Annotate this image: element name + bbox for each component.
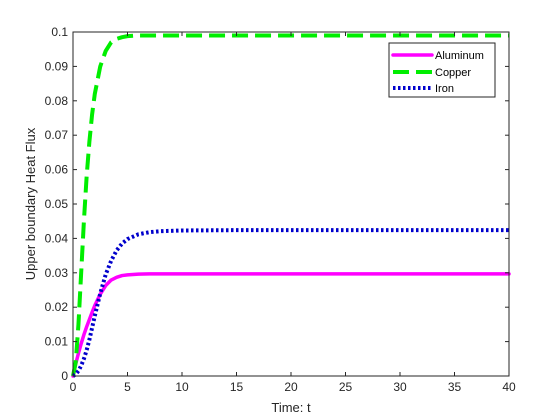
y-tick-label: 0.01 — [45, 335, 69, 349]
x-tick-label: 0 — [70, 380, 77, 394]
legend-label-copper: Copper — [435, 67, 471, 79]
x-tick-label: 35 — [448, 380, 462, 394]
y-tick-labels: 0 0.01 0.02 0.03 0.04 0.05 0.06 0.07 0.08 0.09 0.1 — [45, 25, 69, 383]
y-tick-label: 0.05 — [45, 197, 69, 211]
x-axis-label: Time: t — [271, 400, 311, 415]
y-tick-label: 0.08 — [45, 94, 69, 108]
y-tick-label: 0.06 — [45, 163, 69, 177]
legend: Aluminum Copper Iron — [388, 42, 496, 98]
x-tick-label: 5 — [124, 380, 131, 394]
y-tick-label: 0.07 — [45, 128, 69, 142]
series-line-iron — [71, 228, 509, 378]
y-tick-label: 0.04 — [45, 231, 69, 245]
y-tick-label: 0.09 — [45, 59, 69, 73]
x-tick-label: 25 — [339, 380, 353, 394]
axes-box — [72, 31, 510, 377]
y-tick-label: 0.1 — [51, 25, 68, 39]
y-tick-label: 0.03 — [45, 266, 69, 280]
legend-label-iron: Iron — [435, 83, 454, 95]
y-tick-label: 0 — [61, 369, 68, 383]
x-tick-label: 15 — [230, 380, 244, 394]
x-tick-label: 20 — [284, 380, 298, 394]
x-tick-labels: 0 5 10 15 20 25 30 35 40 — [70, 380, 516, 394]
y-axis-label: Upper boundary Heat Flux — [23, 127, 38, 280]
x-tick-label: 10 — [175, 380, 189, 394]
legend-label-aluminum: Aluminum — [435, 50, 484, 62]
x-tick-label: 40 — [502, 380, 516, 394]
x-tick-label: 30 — [393, 380, 407, 394]
y-tick-label: 0.02 — [45, 300, 69, 314]
series-line-aluminum — [71, 272, 511, 378]
